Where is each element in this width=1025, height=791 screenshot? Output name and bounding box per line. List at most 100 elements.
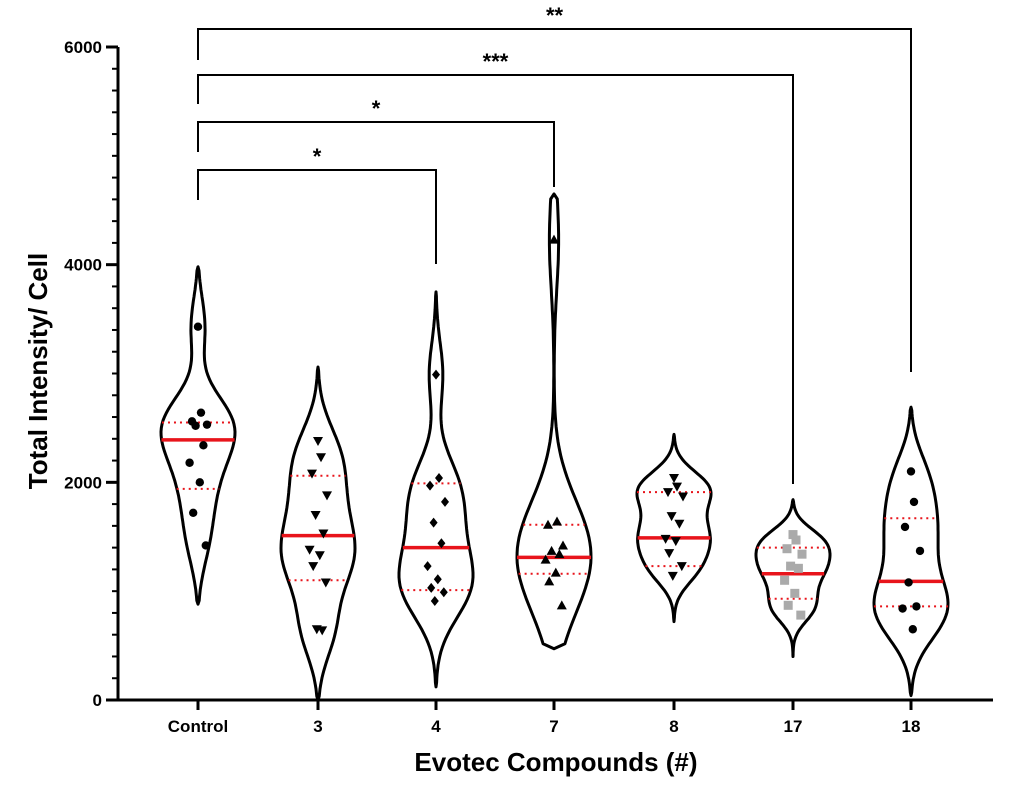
data-point bbox=[199, 441, 208, 450]
x-tick-label: 3 bbox=[313, 717, 322, 736]
data-point bbox=[786, 561, 796, 571]
data-point bbox=[660, 534, 671, 544]
data-point bbox=[193, 322, 203, 331]
data-point bbox=[185, 458, 194, 467]
data-point bbox=[316, 453, 326, 463]
data-point bbox=[676, 562, 687, 572]
data-point bbox=[430, 595, 439, 606]
x-tick-label: 7 bbox=[549, 717, 558, 736]
violin-7 bbox=[515, 192, 593, 651]
data-point bbox=[544, 576, 555, 586]
data-point bbox=[669, 473, 679, 483]
data-point bbox=[783, 600, 793, 610]
data-point bbox=[912, 602, 921, 611]
data-point bbox=[423, 561, 432, 572]
points-layer bbox=[185, 234, 925, 636]
data-point bbox=[898, 604, 907, 613]
x-axis-title: Evotec Compounds (#) bbox=[414, 747, 697, 777]
significance-label: ** bbox=[546, 3, 564, 28]
data-point bbox=[320, 578, 331, 588]
data-point bbox=[666, 512, 677, 522]
y-tick-label: 4000 bbox=[64, 256, 102, 275]
data-point bbox=[426, 480, 434, 491]
data-point bbox=[558, 540, 568, 550]
data-point bbox=[435, 472, 443, 483]
data-point bbox=[909, 497, 919, 507]
violins-layer bbox=[159, 192, 950, 702]
y-tick-label: 0 bbox=[93, 691, 102, 710]
data-point bbox=[900, 522, 910, 532]
data-point bbox=[672, 482, 682, 492]
data-point bbox=[195, 478, 204, 487]
data-point bbox=[790, 588, 800, 598]
significance-label: * bbox=[313, 144, 322, 169]
significance-bracket bbox=[197, 28, 912, 372]
data-point bbox=[196, 408, 206, 417]
violin-4 bbox=[397, 290, 475, 689]
data-point bbox=[788, 530, 798, 540]
data-point bbox=[314, 551, 325, 561]
violin-8 bbox=[635, 432, 713, 624]
data-point bbox=[429, 517, 438, 528]
violin-18 bbox=[872, 405, 950, 698]
significance-label: *** bbox=[483, 49, 509, 74]
significance-bracket bbox=[197, 169, 437, 264]
data-point bbox=[437, 538, 446, 549]
data-point bbox=[791, 535, 801, 545]
data-point bbox=[906, 467, 916, 476]
data-point bbox=[202, 420, 212, 429]
data-point bbox=[549, 234, 559, 244]
data-point bbox=[667, 571, 678, 581]
axes-layer: 0 2000 4000 6000 Control 3 4 7 8 17 18 bbox=[64, 38, 993, 736]
violin-17 bbox=[754, 498, 832, 658]
data-point bbox=[191, 421, 200, 430]
significance-bracket bbox=[197, 74, 794, 484]
data-point bbox=[780, 575, 790, 585]
data-point bbox=[663, 488, 673, 498]
data-point bbox=[556, 600, 567, 610]
data-point bbox=[678, 492, 688, 502]
x-tick-label: 18 bbox=[902, 717, 921, 736]
data-point bbox=[318, 529, 329, 539]
violin-3 bbox=[279, 365, 357, 702]
data-point bbox=[904, 578, 913, 587]
violin-Control bbox=[159, 265, 237, 606]
data-point bbox=[313, 436, 323, 446]
data-point bbox=[915, 546, 925, 556]
significance-label: * bbox=[372, 96, 381, 121]
data-point bbox=[908, 625, 917, 634]
data-point bbox=[552, 516, 562, 526]
data-point bbox=[304, 545, 315, 555]
data-point bbox=[546, 545, 557, 555]
data-point bbox=[554, 549, 565, 559]
data-point bbox=[797, 549, 807, 559]
x-tick-label: 4 bbox=[431, 717, 441, 736]
data-point bbox=[441, 496, 449, 507]
data-point bbox=[433, 574, 442, 585]
data-point bbox=[308, 562, 319, 572]
data-point bbox=[664, 549, 675, 559]
data-point bbox=[189, 508, 198, 518]
x-tick-label: Control bbox=[168, 717, 228, 736]
data-point bbox=[317, 626, 328, 636]
data-point bbox=[793, 563, 803, 573]
y-tick-label: 6000 bbox=[64, 38, 102, 57]
data-point bbox=[432, 369, 440, 380]
data-point bbox=[427, 582, 436, 593]
data-point bbox=[550, 567, 561, 577]
data-point bbox=[540, 554, 551, 564]
x-tick-label: 17 bbox=[784, 717, 803, 736]
data-point bbox=[796, 610, 806, 620]
significance-bracket bbox=[197, 121, 555, 187]
data-point bbox=[782, 544, 792, 554]
data-point bbox=[201, 541, 210, 550]
significance-layer: ******* bbox=[197, 3, 912, 484]
y-axis-title: Total Intensity/ Cell bbox=[23, 253, 53, 489]
data-point bbox=[310, 510, 321, 520]
data-point bbox=[322, 491, 332, 501]
data-point bbox=[674, 519, 685, 529]
data-point bbox=[670, 537, 681, 547]
data-point bbox=[543, 519, 553, 529]
data-point bbox=[307, 469, 317, 479]
